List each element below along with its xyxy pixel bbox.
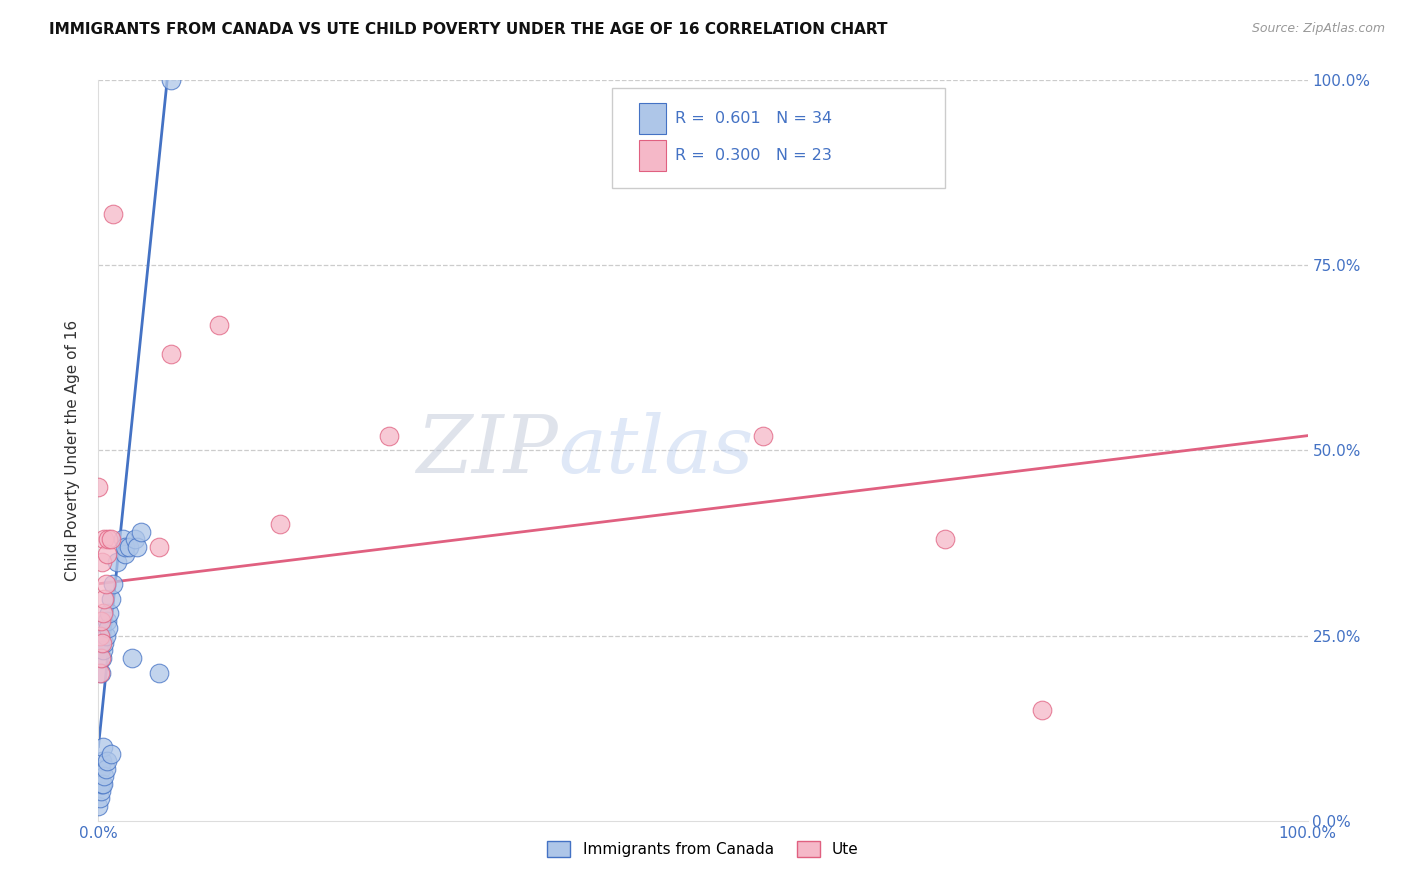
Y-axis label: Child Poverty Under the Age of 16: Child Poverty Under the Age of 16 — [65, 320, 80, 581]
Point — [269, 517, 291, 532]
Point — [90, 784, 112, 798]
Point — [90, 665, 112, 680]
Point — [89, 628, 111, 642]
Point — [91, 607, 114, 621]
Point — [127, 540, 149, 554]
Point — [97, 533, 120, 547]
Point — [93, 636, 115, 650]
Bar — [638, 140, 665, 171]
Point — [100, 533, 122, 547]
Text: Source: ZipAtlas.com: Source: ZipAtlas.com — [1251, 22, 1385, 36]
Point — [121, 650, 143, 665]
Point — [160, 347, 183, 361]
Point — [377, 428, 399, 442]
Point — [111, 533, 134, 547]
Point — [934, 533, 956, 547]
Point — [114, 540, 136, 554]
Point — [97, 621, 120, 635]
Point — [89, 776, 111, 791]
Point — [87, 798, 110, 813]
Point — [87, 480, 110, 494]
Point — [208, 318, 231, 332]
Point — [91, 555, 114, 569]
Point — [148, 665, 170, 680]
Point — [91, 755, 114, 769]
Point — [114, 547, 136, 561]
Point — [90, 762, 112, 776]
Point — [160, 73, 183, 87]
Point — [91, 776, 114, 791]
Point — [94, 628, 117, 642]
Text: R =  0.300   N = 23: R = 0.300 N = 23 — [675, 148, 832, 163]
Point — [101, 206, 124, 220]
Point — [1031, 703, 1053, 717]
Text: IMMIGRANTS FROM CANADA VS UTE CHILD POVERTY UNDER THE AGE OF 16 CORRELATION CHAR: IMMIGRANTS FROM CANADA VS UTE CHILD POVE… — [49, 22, 887, 37]
Point — [93, 591, 115, 606]
Point — [100, 747, 122, 761]
Point — [96, 614, 118, 628]
Point — [94, 576, 117, 591]
Point — [89, 791, 111, 805]
FancyBboxPatch shape — [613, 87, 945, 187]
Point — [91, 650, 114, 665]
Point — [93, 533, 115, 547]
Point — [94, 762, 117, 776]
Point — [91, 643, 114, 657]
Point — [100, 591, 122, 606]
Point — [124, 533, 146, 547]
Point — [91, 776, 114, 791]
Point — [98, 607, 121, 621]
Text: ZIP: ZIP — [416, 412, 558, 489]
Point — [90, 650, 112, 665]
Bar — [638, 103, 665, 135]
Point — [96, 755, 118, 769]
Point — [101, 576, 124, 591]
Point — [148, 540, 170, 554]
Point — [91, 739, 114, 754]
Point — [752, 428, 775, 442]
Point — [96, 547, 118, 561]
Point — [90, 614, 112, 628]
Point — [105, 555, 128, 569]
Text: atlas: atlas — [558, 412, 754, 489]
Point — [93, 769, 115, 783]
Text: R =  0.601   N = 34: R = 0.601 N = 34 — [675, 112, 832, 127]
Point — [91, 636, 114, 650]
Point — [118, 540, 141, 554]
Point — [129, 524, 152, 539]
Point — [89, 665, 111, 680]
Legend: Immigrants from Canada, Ute: Immigrants from Canada, Ute — [540, 833, 866, 865]
